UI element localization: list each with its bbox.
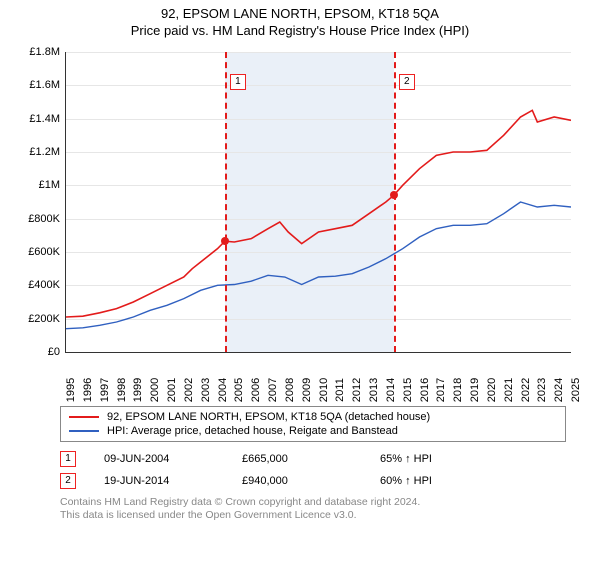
xtick-label: 1996: [82, 378, 94, 402]
tx-marker-2: 2: [60, 473, 76, 489]
price-chart: £0 £200K £400K £600K £800K £1M £1.2M £1.4M £1.6M…: [20, 42, 580, 402]
tx-delta-1: 65% ↑ HPI: [380, 453, 432, 465]
xtick-label: 2017: [435, 378, 447, 402]
legend-label-hpi: HPI: Average price, detached house, Reig…: [107, 425, 398, 437]
ytick-label: £1.6M: [29, 79, 60, 91]
xtick-label: 2019: [469, 378, 481, 402]
series-hpi: [66, 202, 571, 329]
xtick-label: 2005: [233, 378, 245, 402]
tx-delta-2: 60% ↑ HPI: [380, 475, 432, 487]
transactions-table: 1 09-JUN-2004 £665,000 65% ↑ HPI 2 19-JU…: [60, 448, 560, 492]
xtick-label: 2024: [553, 378, 565, 402]
xtick-label: 2003: [200, 378, 212, 402]
xtick-label: 2021: [503, 378, 515, 402]
reference-marker-2: 2: [399, 74, 415, 90]
xtick-label: 2007: [267, 378, 279, 402]
ytick-label: £600K: [28, 246, 60, 258]
xtick-label: 2015: [402, 378, 414, 402]
tx-date-1: 09-JUN-2004: [104, 453, 214, 465]
tx-marker-1: 1: [60, 451, 76, 467]
tx-date-2: 19-JUN-2014: [104, 475, 214, 487]
ytick-label: £200K: [28, 313, 60, 325]
xtick-label: 2008: [284, 378, 296, 402]
xtick-label: 2000: [149, 378, 161, 402]
sale-point-2: [390, 191, 398, 199]
xtick-label: 2022: [520, 378, 532, 402]
ytick-label: £0: [48, 346, 60, 358]
legend-swatch-property: [69, 416, 99, 418]
ytick-label: £1M: [39, 179, 60, 191]
footer-attribution: Contains HM Land Registry data © Crown c…: [60, 496, 560, 522]
legend-swatch-hpi: [69, 430, 99, 432]
legend-label-property: 92, EPSOM LANE NORTH, EPSOM, KT18 5QA (d…: [107, 411, 430, 423]
legend-box: 92, EPSOM LANE NORTH, EPSOM, KT18 5QA (d…: [60, 406, 566, 442]
ytick-label: £800K: [28, 213, 60, 225]
xtick-label: 2010: [318, 378, 330, 402]
xtick-label: 2023: [536, 378, 548, 402]
xtick-label: 1997: [99, 378, 111, 402]
xtick-label: 1998: [116, 378, 128, 402]
tx-price-1: £665,000: [242, 453, 352, 465]
xtick-label: 2016: [419, 378, 431, 402]
page-subtitle: Price paid vs. HM Land Registry's House …: [0, 23, 600, 38]
xtick-label: 2014: [385, 378, 397, 402]
xtick-label: 2002: [183, 378, 195, 402]
xtick-label: 2006: [250, 378, 262, 402]
reference-line-1: [225, 52, 227, 352]
xtick-label: 2004: [217, 378, 229, 402]
sale-point-1: [221, 237, 229, 245]
xtick-label: 2018: [452, 378, 464, 402]
tx-price-2: £940,000: [242, 475, 352, 487]
xtick-label: 2001: [166, 378, 178, 402]
series-property: [66, 110, 571, 317]
xtick-label: 2025: [570, 378, 582, 402]
xtick-label: 2012: [351, 378, 363, 402]
xtick-label: 2009: [301, 378, 313, 402]
xtick-label: 2013: [368, 378, 380, 402]
plot-svg: [66, 52, 571, 352]
ytick-label: £1.2M: [29, 146, 60, 158]
xtick-label: 1999: [132, 378, 144, 402]
ytick-label: £1.8M: [29, 46, 60, 58]
ytick-label: £1.4M: [29, 113, 60, 125]
xtick-label: 2011: [334, 378, 346, 402]
page-title: 92, EPSOM LANE NORTH, EPSOM, KT18 5QA: [0, 6, 600, 21]
xtick-label: 1995: [65, 378, 77, 402]
reference-line-2: [394, 52, 396, 352]
ytick-label: £400K: [28, 279, 60, 291]
xtick-label: 2020: [486, 378, 498, 402]
reference-marker-1: 1: [230, 74, 246, 90]
